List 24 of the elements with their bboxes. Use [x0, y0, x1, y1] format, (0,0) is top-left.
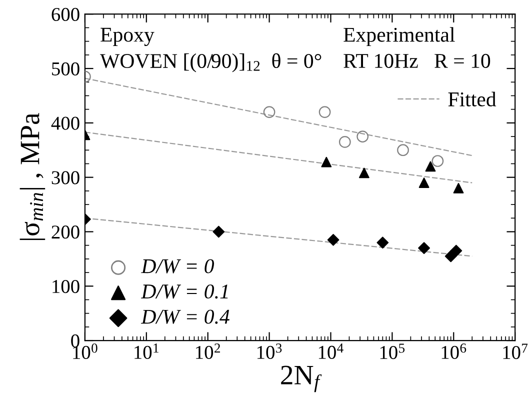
- x-tick-label: 10$^{2}$: [196, 344, 220, 359]
- x-tick-label: 10$^{6}$: [442, 344, 466, 359]
- y-tick-label: 500: [52, 62, 80, 76]
- x-tick-label: 10$^{3}$: [257, 344, 282, 359]
- annotation: RT 10Hz R = 10: [344, 54, 490, 68]
- x-axis-title: 2N$_{f}$: [281, 366, 322, 392]
- annotation: WOVEN [(0/90)]$_{12}$ θ = 0°: [100, 53, 322, 72]
- y-tick-label: 400: [51, 116, 80, 130]
- legend-label: D/W = 0.1: [140, 284, 228, 299]
- y-axis-title: |σ$_{min}$| , MPa: [20, 112, 46, 240]
- y-tick-label: 0: [71, 334, 80, 348]
- y-tick-label: 600: [52, 8, 80, 22]
- annotation: Epoxy: [100, 28, 154, 46]
- legend-label: Fitted: [448, 92, 496, 106]
- y-tick-label: 100: [52, 280, 80, 294]
- y-tick-label: 300: [52, 171, 80, 184]
- x-tick-label: 10$^{1}$: [134, 344, 158, 359]
- x-tick-label: 10$^{5}$: [380, 344, 405, 360]
- x-tick-label: 10$^{7}$: [503, 344, 528, 360]
- annotation: Experimental: [344, 27, 455, 46]
- x-tick-label: 10$^{4}$: [318, 344, 344, 359]
- legend-label: D/W = 0: [140, 259, 214, 274]
- legend-label: D/W = 0.4: [140, 310, 230, 324]
- y-tick-label: 200: [52, 226, 80, 239]
